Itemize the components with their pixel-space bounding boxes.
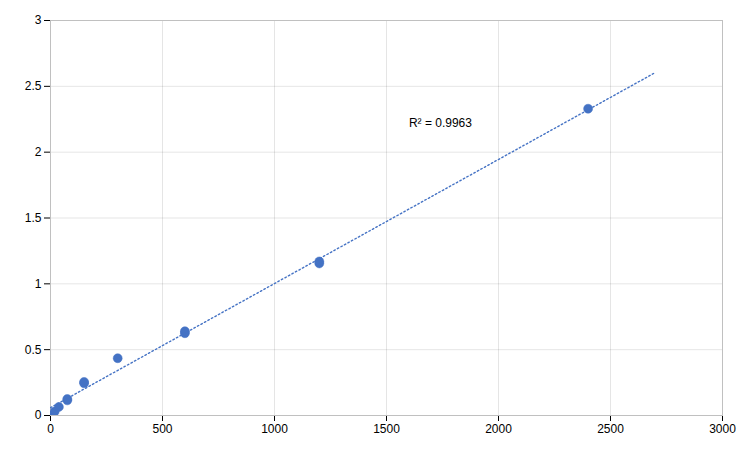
svg-text:3: 3 (35, 13, 42, 27)
svg-text:2: 2 (35, 145, 42, 159)
svg-text:2.5: 2.5 (25, 79, 42, 93)
svg-text:1: 1 (35, 277, 42, 291)
svg-text:0.5: 0.5 (25, 343, 42, 357)
svg-text:3000: 3000 (709, 422, 736, 436)
svg-text:0: 0 (35, 408, 42, 422)
svg-text:1.5: 1.5 (25, 211, 42, 225)
svg-text:2500: 2500 (597, 422, 624, 436)
svg-text:1500: 1500 (373, 422, 400, 436)
svg-text:2000: 2000 (485, 422, 512, 436)
svg-text:1000: 1000 (261, 422, 288, 436)
svg-text:R² = 0.9963: R² = 0.9963 (409, 116, 472, 130)
svg-text:0: 0 (47, 422, 54, 436)
svg-text:500: 500 (152, 422, 172, 436)
